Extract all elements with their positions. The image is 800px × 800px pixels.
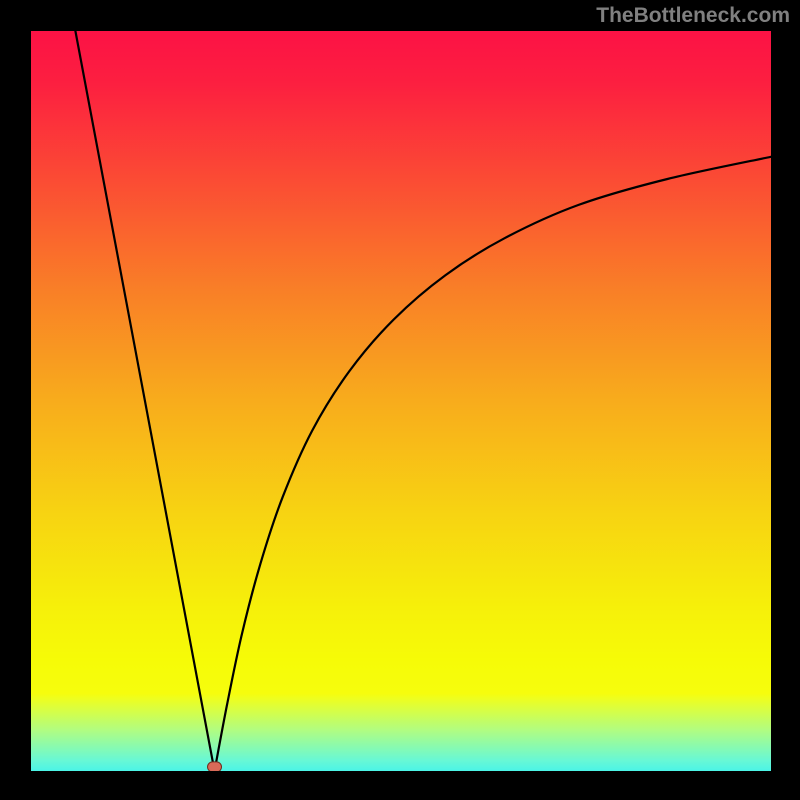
- minimum-marker: [208, 762, 222, 771]
- watermark-text: TheBottleneck.com: [596, 4, 790, 28]
- chart-frame: TheBottleneck.com: [0, 0, 800, 800]
- plot-background: [31, 31, 771, 771]
- bottleneck-plot: [31, 31, 771, 771]
